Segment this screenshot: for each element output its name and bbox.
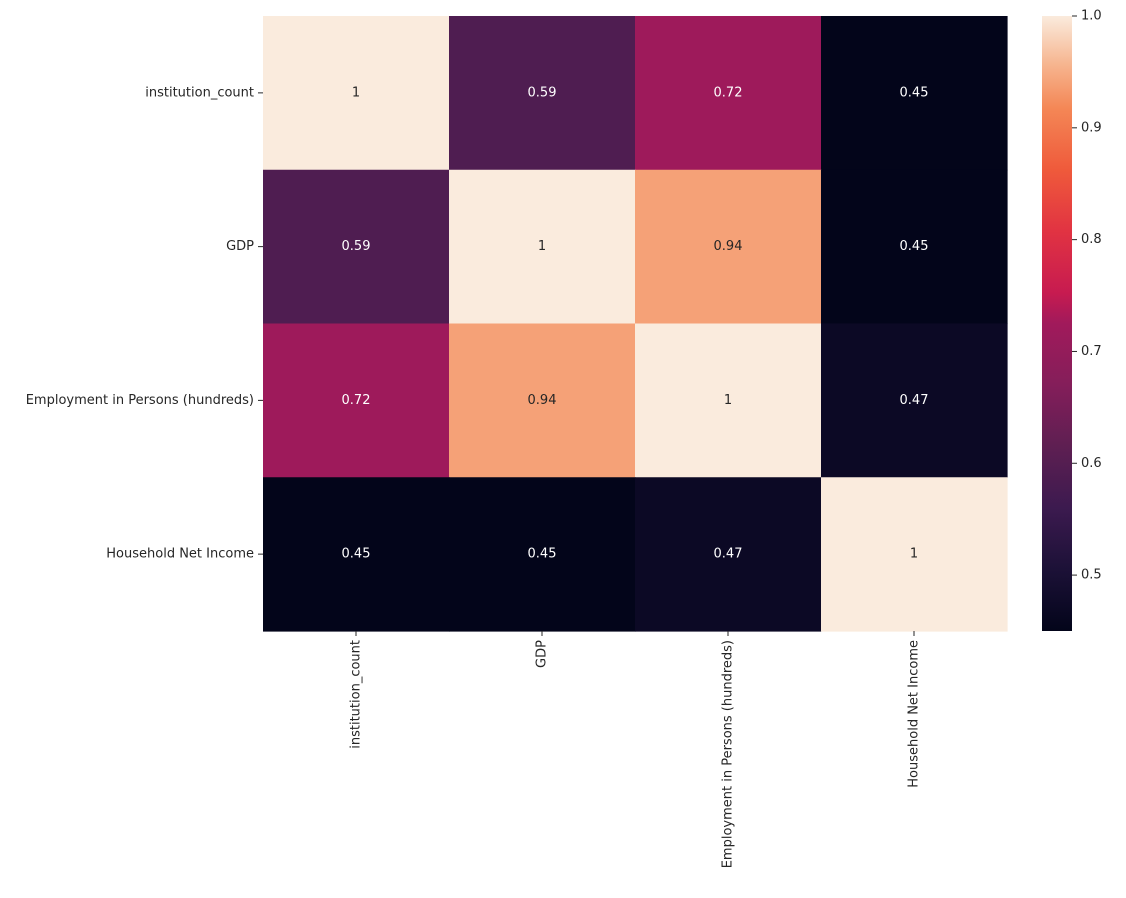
heatmap-cell	[263, 323, 450, 478]
heatmap-cell	[821, 477, 1008, 632]
heatmap-cell	[821, 16, 1008, 171]
cell-annotation: 0.72	[342, 393, 371, 408]
row-label: Employment in Persons (hundreds)	[26, 393, 254, 408]
cell-annotation: 0.45	[900, 85, 929, 100]
column-labels: institution_count GDP Employment in Person…	[349, 631, 922, 868]
heatmap-cell	[821, 169, 1008, 325]
cell-annotation: 0.47	[900, 393, 929, 408]
heatmap-cell	[635, 323, 822, 478]
column-label: Employment in Persons (hundreds)	[721, 640, 736, 868]
column-label: GDP	[535, 640, 550, 668]
cell-annotation: 0.59	[342, 239, 371, 254]
heatmap-cells	[263, 16, 1008, 632]
cell-annotation: 1	[352, 85, 360, 100]
row-label: GDP	[226, 239, 254, 254]
colorbar-tick-label: 0.6	[1081, 456, 1102, 471]
heatmap-cell	[449, 16, 636, 171]
heatmap-cell	[263, 16, 450, 171]
cell-annotation: 0.59	[528, 85, 557, 100]
colorbar-tick-label: 1.0	[1081, 9, 1102, 24]
heatmap-cell	[449, 169, 636, 325]
cell-annotation: 0.47	[714, 547, 743, 562]
colorbar-tick-label: 0.5	[1081, 568, 1102, 583]
cell-annotation: 0.72	[714, 85, 743, 100]
colorbar-gradient	[1042, 16, 1072, 631]
cell-annotation: 1	[910, 547, 918, 562]
colorbar-tick-label: 0.7	[1081, 344, 1102, 359]
heatmap-cell	[635, 16, 822, 171]
colorbar-tick-label: 0.8	[1081, 232, 1102, 247]
column-label: Household Net Income	[907, 640, 922, 788]
row-label: institution_count	[145, 85, 254, 100]
row-label: Household Net Income	[106, 547, 254, 562]
heatmap-cell	[263, 477, 450, 632]
cell-annotation: 0.45	[528, 547, 557, 562]
cell-annotations: 1 0.59 0.72 0.45 0.59 1 0.94 0.45 0.72 0.94 1 0.47 0…	[342, 85, 929, 561]
cell-annotation: 0.45	[900, 239, 929, 254]
heatmap-cell	[263, 169, 450, 325]
cell-annotation: 0.94	[714, 239, 743, 254]
cell-annotation: 1	[724, 393, 732, 408]
heatmap-cell	[449, 477, 636, 632]
colorbar-tick-label: 0.9	[1081, 120, 1102, 135]
heatmap-cell	[635, 169, 822, 325]
colorbar: 0.5 0.6 0.7 0.8 0.9 1.0	[1042, 9, 1102, 631]
heatmap-cell	[821, 323, 1008, 478]
cell-annotation: 0.94	[528, 393, 557, 408]
row-labels: institution_count GDP Employment in Person…	[26, 85, 263, 562]
heatmap-cell	[449, 323, 636, 478]
column-label: institution_count	[349, 640, 364, 749]
heatmap-cell	[635, 477, 822, 632]
cell-annotation: 1	[538, 239, 546, 254]
cell-annotation: 0.45	[342, 547, 371, 562]
